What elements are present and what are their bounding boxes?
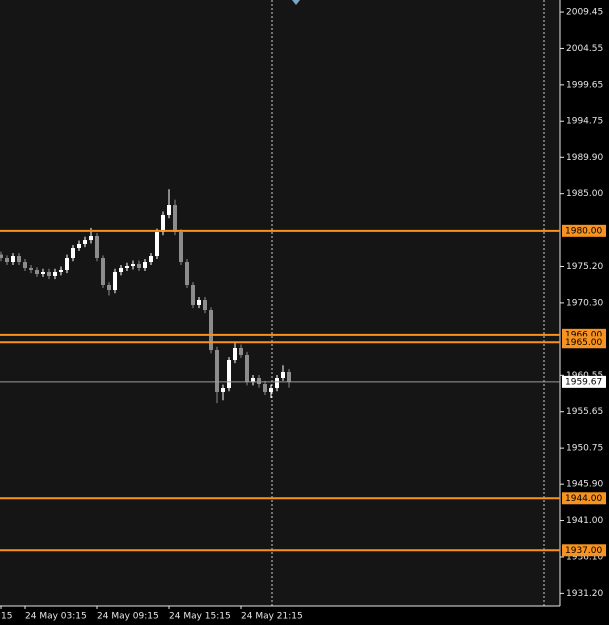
candle-body <box>89 236 93 241</box>
candle-body <box>227 360 231 389</box>
level-label: 1965.00 <box>565 338 602 348</box>
candle-body <box>161 215 165 233</box>
candle-body <box>269 388 273 392</box>
y-tick-label: 1994.75 <box>566 117 603 127</box>
level-box <box>562 492 606 505</box>
y-tick-label: 1960.55 <box>566 371 603 381</box>
candle-body <box>95 236 99 259</box>
candle-body <box>59 269 63 272</box>
candle-body <box>53 271 57 276</box>
x-tick-label: 24 May 15:15 <box>169 612 231 622</box>
candle-body <box>83 240 87 244</box>
candle-body <box>239 347 243 355</box>
candle-body <box>65 258 69 270</box>
candle-body <box>197 299 201 305</box>
candle-body <box>47 271 51 276</box>
x-tick-label: 24 May 03:15 <box>25 612 87 622</box>
candle-body <box>41 271 45 274</box>
y-tick-label: 1985.00 <box>566 189 603 199</box>
y-tick-label: 1955.65 <box>566 407 603 417</box>
level-label: 1966.00 <box>565 330 602 340</box>
candle-body <box>137 264 141 268</box>
level-label: 1980.00 <box>565 226 602 236</box>
candle-body <box>125 266 129 268</box>
candle-body <box>101 258 105 285</box>
candle-body <box>113 271 117 291</box>
candle-body <box>11 256 15 263</box>
candle-body <box>191 284 195 305</box>
candle-body <box>281 371 285 378</box>
candle-body <box>77 243 81 248</box>
candle-body <box>35 269 39 274</box>
candle-body <box>173 205 177 233</box>
candle-body <box>245 354 249 383</box>
candle-body <box>167 205 171 216</box>
y-tick-label: 1999.65 <box>566 80 603 90</box>
candle-body <box>143 262 147 268</box>
shift-marker <box>292 0 300 5</box>
level-box <box>562 336 606 349</box>
y-tick-label: 1970.30 <box>566 298 603 308</box>
candle-body <box>263 384 267 392</box>
candle-body <box>23 262 27 268</box>
candle-body <box>215 349 219 392</box>
y-tick-label: 1945.90 <box>566 480 603 490</box>
level-box <box>562 544 606 557</box>
y-tick-label: 1931.20 <box>566 589 603 599</box>
current-price-label: 1959.67 <box>565 377 602 387</box>
candle-body <box>131 264 135 267</box>
candle-body <box>5 258 9 263</box>
y-tick-label: 1941.00 <box>566 516 603 526</box>
candle-body <box>29 267 33 270</box>
candle-body <box>185 262 189 285</box>
x-tick-label: 24 May 09:15 <box>97 612 159 622</box>
candle-body <box>221 388 225 392</box>
candle-body <box>251 377 255 383</box>
candle-body <box>179 232 183 263</box>
candle-body <box>287 371 291 382</box>
candle-body <box>71 247 75 259</box>
x-tick-label: 24 May 21:15 <box>241 612 303 622</box>
y-tick-label: 1975.20 <box>566 262 603 272</box>
y-tick-label: 1950.75 <box>566 444 603 454</box>
level-box <box>562 224 606 237</box>
candle-body <box>0 254 3 259</box>
candle-body <box>107 284 111 291</box>
candle-body <box>233 347 237 361</box>
y-tick-label: 1989.90 <box>566 153 603 163</box>
plot-area <box>0 0 560 606</box>
candle-body <box>155 232 159 257</box>
x-tick-label: 15 <box>1 612 12 622</box>
candle-body <box>209 310 213 350</box>
y-tick-label: 2004.55 <box>566 44 603 54</box>
candle-body <box>257 377 261 385</box>
candle-body <box>203 299 207 311</box>
y-tick-label: 2009.45 <box>566 8 603 18</box>
level-label: 1944.00 <box>565 494 602 504</box>
candle-body <box>119 267 123 272</box>
current-price-box <box>562 375 606 388</box>
candle-body <box>17 256 21 263</box>
candle-body <box>275 377 279 389</box>
level-label: 1937.00 <box>565 546 602 556</box>
candle-body <box>149 256 153 263</box>
y-tick-label: 1936.10 <box>566 552 603 562</box>
